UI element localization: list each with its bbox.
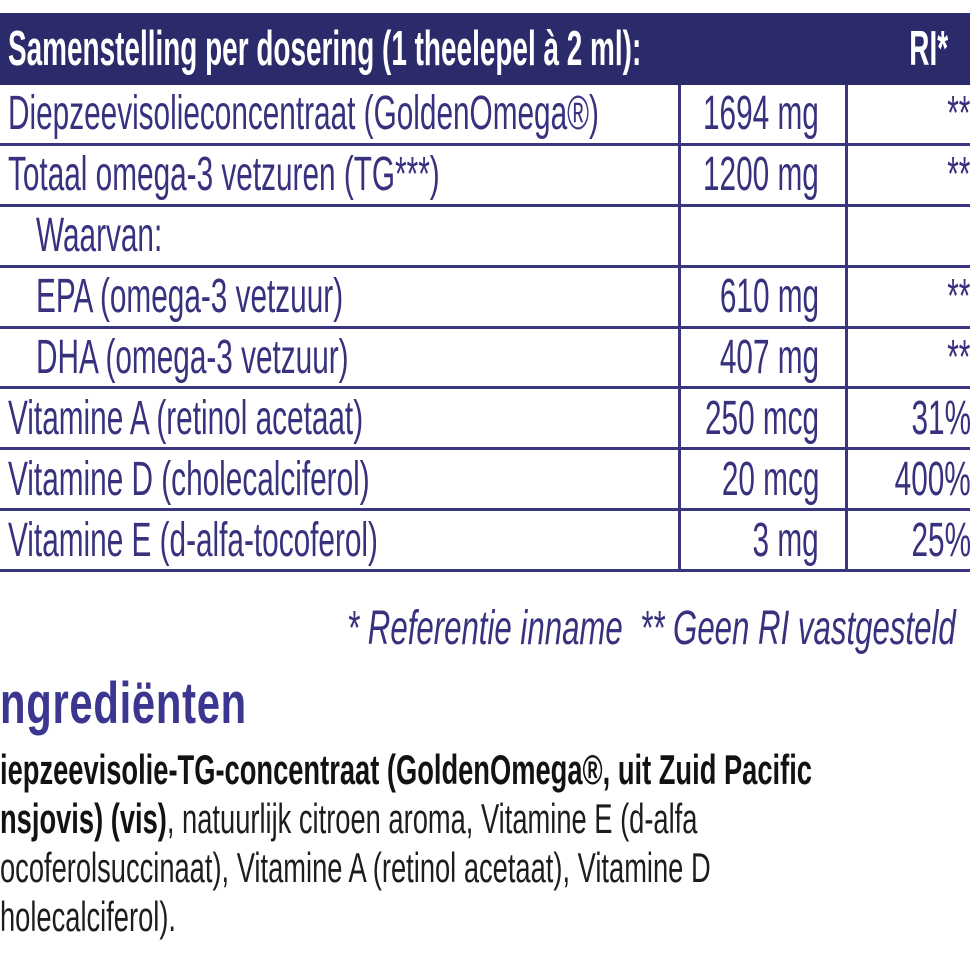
- ingredients-line-2-bold: nsjovis) (vis): [0, 794, 167, 842]
- amount-cell: 250 mcg: [678, 389, 845, 448]
- table-row-waarvan: Waarvan:: [0, 206, 970, 268]
- ri-cell: **: [845, 267, 970, 326]
- ingredients-line-1-bold: iepzeevisolie-TG-concentraat (GoldenOmeg…: [0, 745, 812, 793]
- amount-value: 1694 mg: [703, 87, 819, 141]
- ri-cell: 25%: [845, 511, 970, 569]
- ri-value: **: [947, 148, 970, 202]
- table-row-dha: DHA (omega-3 vetzuur) 407 mg **: [0, 328, 970, 390]
- ingredients-paragraph: iepzeevisolie-TG-concentraat (GoldenOmeg…: [0, 745, 970, 941]
- ingredient-name: Vitamine D (cholecalciferol): [8, 452, 370, 506]
- amount-cell: 407 mg: [678, 328, 845, 387]
- table-row-vitamine-a: Vitamine A (retinol acetaat) 250 mcg 31%: [0, 389, 970, 451]
- ri-cell: **: [845, 85, 970, 143]
- ingredients-line-3: ocoferolsuccinaat), Vitamine A (retinol …: [0, 843, 970, 892]
- ingredients-line-1: iepzeevisolie-TG-concentraat (GoldenOmeg…: [0, 745, 970, 794]
- table-row-fish-oil-concentrate: Diepzeevisolieconcentraat (GoldenOmega®)…: [0, 85, 970, 146]
- ingredient-name-cell: DHA (omega-3 vetzuur): [0, 329, 678, 387]
- ri-footnote: * Referentie inname ** Geen RI vastgeste…: [347, 600, 970, 656]
- ingredient-name-cell: Vitamine A (retinol acetaat): [0, 389, 678, 447]
- ingredient-name: Vitamine E (d-alfa-tocoferol): [8, 513, 378, 567]
- amount-cell: 1200 mg: [678, 145, 845, 204]
- amount-value: 407 mg: [719, 330, 819, 384]
- ingredients-line-2: nsjovis) (vis), natuurlijk citroen aroma…: [0, 794, 970, 843]
- ri-cell: **: [845, 145, 970, 204]
- ri-value: 25%: [911, 513, 970, 567]
- ingredient-name: DHA (omega-3 vetzuur): [36, 330, 349, 384]
- ingredient-name: Waarvan:: [36, 209, 163, 263]
- ri-cell: **: [845, 328, 970, 387]
- table-title-cell: Samenstelling per dosering (1 theelepel …: [0, 21, 845, 77]
- amount-value: 1200 mg: [703, 148, 819, 202]
- ri-cell: 400%: [845, 450, 970, 509]
- ri-value: 31%: [911, 391, 970, 445]
- ingredients-line-4: holecalciferol).: [0, 892, 970, 941]
- table-row-total-omega3: Totaal omega-3 vetzuren (TG***) 1200 mg …: [0, 145, 970, 207]
- ingredient-name: Vitamine A (retinol acetaat): [8, 391, 364, 445]
- amount-cell: 1694 mg: [678, 85, 845, 143]
- ri-cell: [845, 206, 970, 265]
- ingredient-name-cell: Vitamine E (d-alfa-tocoferol): [0, 511, 678, 569]
- ingredient-name: Diepzeevisolieconcentraat (GoldenOmega®): [8, 87, 599, 141]
- ingredient-name-cell: Waarvan:: [0, 207, 678, 265]
- amount-value: 610 mg: [719, 270, 819, 324]
- amount-cell: 3 mg: [678, 511, 845, 569]
- ri-column-header: RI*: [909, 22, 948, 76]
- ingredient-name: Totaal omega-3 vetzuren (TG***): [8, 148, 440, 202]
- ri-footnote-text: * Referentie inname ** Geen RI vastgeste…: [347, 601, 956, 655]
- ri-cell: 31%: [845, 389, 970, 448]
- ingredient-name-cell: Totaal omega-3 vetzuren (TG***): [0, 146, 678, 204]
- ri-value: **: [947, 270, 970, 324]
- table-row-epa: EPA (omega-3 vetzuur) 610 mg **: [0, 267, 970, 329]
- composition-table-header: Samenstelling per dosering (1 theelepel …: [0, 13, 970, 85]
- ri-value: 400%: [894, 452, 970, 506]
- ingredient-name: EPA (omega-3 vetzuur): [36, 270, 344, 324]
- composition-table-body: Diepzeevisolieconcentraat (GoldenOmega®)…: [0, 85, 970, 572]
- ingredient-name-cell: Vitamine D (cholecalciferol): [0, 450, 678, 508]
- ri-value: **: [947, 330, 970, 384]
- amount-value: 20 mcg: [721, 452, 819, 506]
- table-row-vitamine-d: Vitamine D (cholecalciferol) 20 mcg 400%: [0, 450, 970, 512]
- table-row-vitamine-e: Vitamine E (d-alfa-tocoferol) 3 mg 25%: [0, 511, 970, 572]
- ingredients-heading-text: ngrediënten: [0, 671, 247, 736]
- ri-value: **: [947, 87, 970, 141]
- amount-value: 250 mcg: [704, 391, 819, 445]
- amount-value: 3 mg: [752, 513, 819, 567]
- amount-cell: 610 mg: [678, 267, 845, 326]
- ingredients-line-4-text: holecalciferol).: [0, 892, 177, 940]
- amount-cell: 20 mcg: [678, 450, 845, 509]
- ingredient-name-cell: Diepzeevisolieconcentraat (GoldenOmega®): [0, 85, 678, 143]
- ingredients-heading: ngrediënten: [0, 672, 343, 736]
- ingredient-name-cell: EPA (omega-3 vetzuur): [0, 268, 678, 326]
- ingredients-line-2-regular: , natuurlijk citroen aroma, Vitamine E (…: [166, 794, 698, 842]
- table-title: Samenstelling per dosering (1 theelepel …: [8, 22, 642, 76]
- ingredients-line-3-text: ocoferolsuccinaat), Vitamine A (retinol …: [0, 843, 711, 891]
- ri-column-header-cell: RI*: [845, 21, 970, 77]
- amount-cell: [678, 206, 845, 265]
